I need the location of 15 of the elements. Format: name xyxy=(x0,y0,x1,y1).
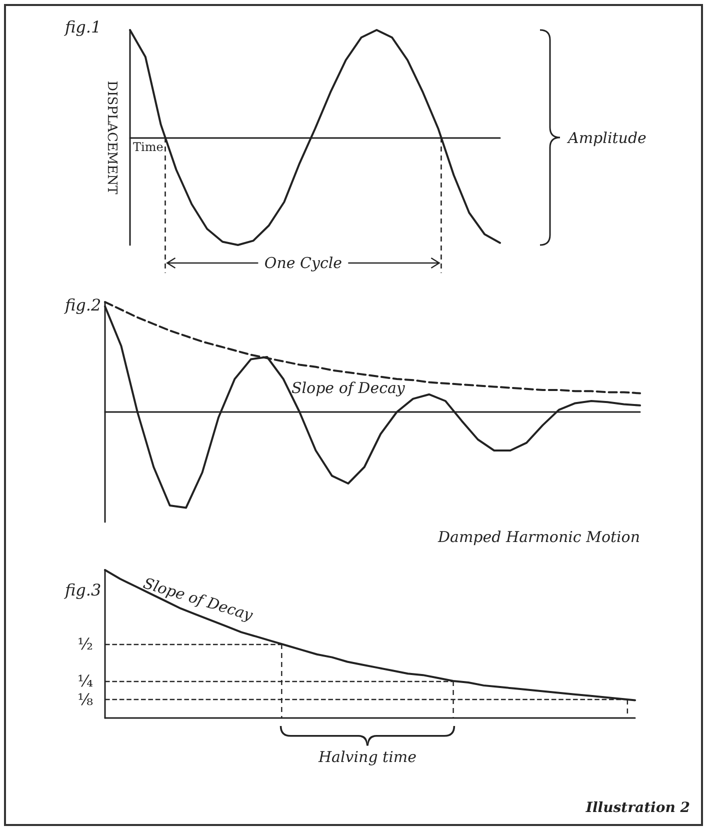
text: One Cycle xyxy=(258,254,348,272)
series-label: Slope of Decay xyxy=(291,378,406,397)
text: Halving time xyxy=(318,748,416,766)
text: Slope of Decay xyxy=(141,574,256,625)
ref-line-label: ⅛ xyxy=(77,690,94,709)
x-axis-title: Time xyxy=(133,140,164,154)
ref-line-label: ¼ xyxy=(77,672,94,690)
text: fig.3 xyxy=(64,580,102,600)
chart-title: fig.1 xyxy=(64,18,102,36)
chart-title: fig.2 xyxy=(64,296,102,314)
ref-line-label: ½ xyxy=(77,634,93,654)
text: Amplitude xyxy=(568,128,646,146)
text: Damped Harmonic Motion xyxy=(438,528,640,546)
text: Illustration 2 xyxy=(586,800,690,816)
y-axis-title: DISPLACEMENT xyxy=(104,80,119,195)
